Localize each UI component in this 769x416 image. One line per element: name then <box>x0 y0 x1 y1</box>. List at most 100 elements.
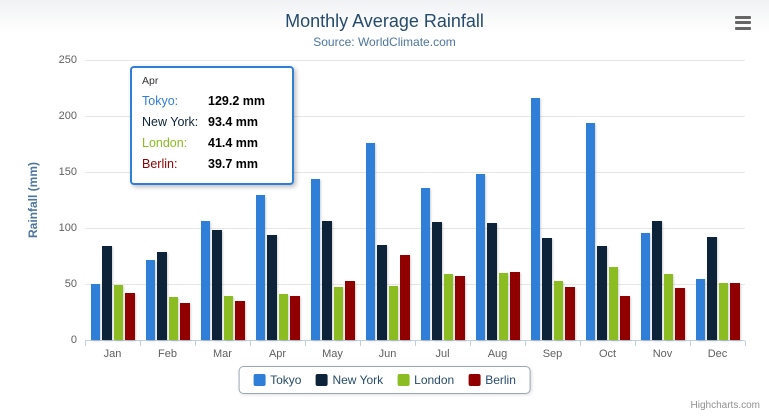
x-axis-label-sep: Sep <box>542 348 563 360</box>
bar-tokyo-apr[interactable] <box>255 195 265 340</box>
bar-new-york-dec[interactable] <box>707 236 717 340</box>
bar-berlin-feb[interactable] <box>180 302 190 340</box>
x-axis-tick <box>635 341 636 346</box>
legend-label-berlin: Berlin <box>485 373 516 387</box>
tooltip-series-name: London: <box>142 136 188 150</box>
x-axis-tick <box>250 341 251 346</box>
credits-link[interactable]: Highcharts.com <box>690 400 760 411</box>
y-axis-label: 250 <box>58 54 77 66</box>
legend-item-berlin[interactable]: Berlin <box>468 373 516 387</box>
bar-berlin-jan[interactable] <box>125 292 135 340</box>
bar-tokyo-aug[interactable] <box>475 173 485 340</box>
bar-new-york-sep[interactable] <box>542 237 552 340</box>
tooltip: Apr Tokyo: 129.2 mm New York: 93.4 mm London… <box>130 66 294 185</box>
bar-berlin-oct[interactable] <box>620 296 630 340</box>
gridline <box>85 228 745 229</box>
y-axis-label: 50 <box>64 278 77 290</box>
bar-new-york-may[interactable] <box>322 221 332 340</box>
legend-item-london[interactable]: London <box>397 373 454 387</box>
bar-berlin-nov[interactable] <box>675 287 685 340</box>
bar-new-york-feb[interactable] <box>157 251 167 340</box>
bar-tokyo-jan[interactable] <box>90 284 100 340</box>
export-menu-button[interactable] <box>731 13 755 35</box>
bar-berlin-apr[interactable] <box>290 295 300 340</box>
bar-london-may[interactable] <box>333 287 343 340</box>
bar-london-jan[interactable] <box>113 285 123 340</box>
bar-berlin-mar[interactable] <box>235 301 245 340</box>
gridline <box>85 60 745 61</box>
x-axis-tick <box>305 341 306 346</box>
legend-swatch-new-york <box>315 374 328 386</box>
bar-tokyo-feb[interactable] <box>145 259 155 340</box>
x-axis-tick <box>415 341 416 346</box>
bar-tokyo-nov[interactable] <box>640 232 650 340</box>
tooltip-row-london: London: 41.4 mm <box>142 133 282 154</box>
bar-tokyo-oct[interactable] <box>585 122 595 340</box>
bar-london-sep[interactable] <box>553 281 563 340</box>
tooltip-row-berlin: Berlin: 39.7 mm <box>142 154 282 175</box>
legend-label-london: London <box>414 373 455 387</box>
x-axis-tick <box>690 341 691 346</box>
bar-new-york-mar[interactable] <box>212 229 222 340</box>
bar-new-york-jul[interactable] <box>432 222 442 340</box>
tooltip-series-name: Berlin: <box>142 157 178 171</box>
bar-berlin-aug[interactable] <box>510 272 520 340</box>
bar-tokyo-jul[interactable] <box>420 188 430 340</box>
x-axis-label-jul: Jul <box>435 348 450 360</box>
bar-berlin-may[interactable] <box>345 281 355 340</box>
bar-london-oct[interactable] <box>608 266 618 340</box>
x-axis-label-aug: Aug <box>487 348 508 360</box>
legend-swatch-tokyo <box>253 374 266 386</box>
tooltip-series-value: 93.4 mm <box>208 115 259 129</box>
x-axis-tick <box>745 341 746 346</box>
bar-berlin-jul[interactable] <box>455 275 465 340</box>
bar-london-nov[interactable] <box>663 273 673 340</box>
bar-new-york-jan[interactable] <box>102 246 112 340</box>
bar-london-apr[interactable] <box>278 293 288 340</box>
tooltip-series-name: New York: <box>142 115 199 129</box>
bar-london-dec[interactable] <box>718 282 728 340</box>
y-axis-label: 100 <box>58 222 77 234</box>
tooltip-series-value: 41.4 mm <box>208 136 259 150</box>
bar-tokyo-dec[interactable] <box>695 279 705 340</box>
bar-london-feb[interactable] <box>168 296 178 340</box>
bar-london-aug[interactable] <box>498 273 508 340</box>
x-axis-tick <box>360 341 361 346</box>
bar-berlin-jun[interactable] <box>400 255 410 340</box>
bar-tokyo-sep[interactable] <box>530 97 540 340</box>
tooltip-series-value: 129.2 mm <box>208 94 265 108</box>
x-axis-label-feb: Feb <box>158 348 177 360</box>
bar-new-york-oct[interactable] <box>597 246 607 340</box>
x-axis-tick <box>195 341 196 346</box>
legend-item-tokyo[interactable]: Tokyo <box>253 373 301 387</box>
x-axis-label-dec: Dec <box>707 348 728 360</box>
x-axis-tick <box>580 341 581 346</box>
bar-tokyo-mar[interactable] <box>200 220 210 340</box>
chart-subtitle: Source: WorldClimate.com <box>313 35 456 49</box>
bar-new-york-jun[interactable] <box>377 245 387 340</box>
x-axis-label-nov: Nov <box>652 348 673 360</box>
tooltip-category: Apr <box>142 75 159 87</box>
x-axis-label-apr: Apr <box>268 348 287 360</box>
bar-london-jul[interactable] <box>443 273 453 340</box>
bar-berlin-dec[interactable] <box>730 282 740 340</box>
bar-tokyo-may[interactable] <box>310 178 320 340</box>
bar-london-mar[interactable] <box>223 295 233 340</box>
y-axis-label: 200 <box>58 110 77 122</box>
legend: Tokyo New York London Berlin <box>238 366 531 394</box>
legend-swatch-london <box>397 374 410 386</box>
bar-new-york-nov[interactable] <box>652 220 662 340</box>
plot-area <box>85 60 745 341</box>
bar-new-york-aug[interactable] <box>487 223 497 340</box>
legend-item-new-york[interactable]: New York <box>315 373 383 387</box>
tooltip-row-new-york: New York: 93.4 mm <box>142 112 282 133</box>
x-axis-label-jan: Jan <box>103 348 122 360</box>
x-axis-label-jun: Jun <box>378 348 397 360</box>
bar-new-york-apr[interactable] <box>267 235 277 340</box>
chart-title: Monthly Average Rainfall <box>285 11 484 31</box>
bar-berlin-sep[interactable] <box>565 286 575 340</box>
x-axis-tick <box>470 341 471 346</box>
bar-london-jun[interactable] <box>388 285 398 340</box>
tooltip-rows: Tokyo: 129.2 mm New York: 93.4 mm London: 41.… <box>142 91 282 175</box>
bar-tokyo-jun[interactable] <box>365 142 375 340</box>
